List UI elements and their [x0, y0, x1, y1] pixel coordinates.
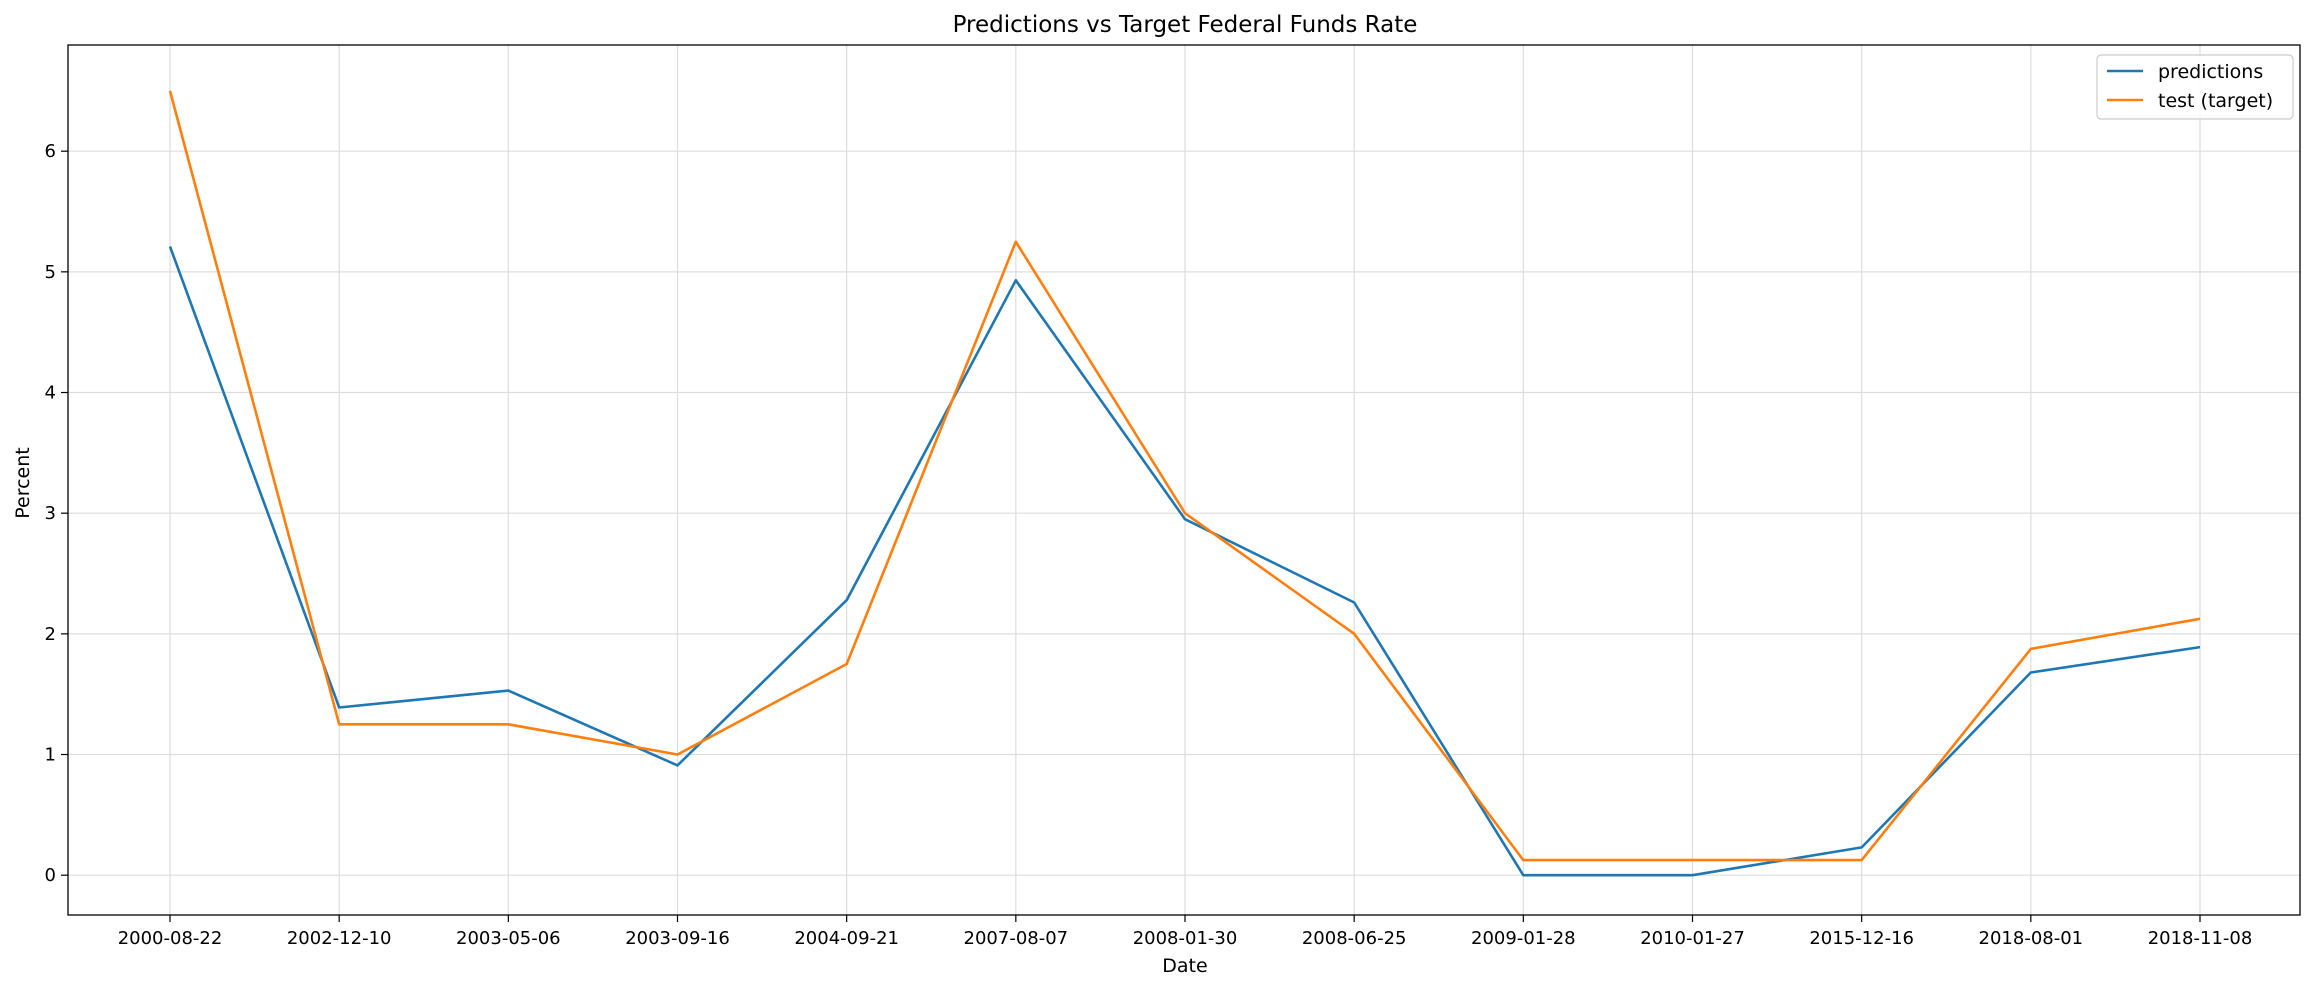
x-tick-label: 2008-01-30 [1133, 928, 1238, 949]
grid-layer [68, 45, 2300, 915]
x-tick-label: 2018-11-08 [2148, 928, 2253, 949]
target-line [168, 90, 2201, 862]
predictions-line [168, 246, 2201, 877]
y-tick-label: 0 [45, 865, 56, 886]
x-tick-label: 2003-05-06 [456, 928, 561, 949]
legend-label-target: test (target) [2158, 90, 2273, 112]
chart-title: Predictions vs Target Federal Funds Rate [953, 12, 1418, 38]
legend-box [2096, 54, 2294, 120]
x-tick-label: 2002-12-10 [287, 928, 392, 949]
x-tick-label: 2004-09-21 [794, 928, 899, 949]
x-tick-label: 2010-01-27 [1640, 928, 1745, 949]
x-tick-label: 2009-01-28 [1471, 928, 1576, 949]
x-tick-label: 2000-08-22 [118, 928, 223, 949]
y-tick-label: 1 [45, 745, 56, 766]
y-axis-label: Percent [12, 447, 34, 519]
axis-layer: 0 1 2 3 4 5 6 2000-08-22 2002-12-10 2003-05-06 200… [45, 141, 2253, 949]
y-tick-label: 2 [45, 624, 56, 645]
legend: predictions test (target) [2096, 54, 2294, 120]
x-tick-label: 2018-08-01 [1979, 928, 2084, 949]
x-tick-label: 2008-06-25 [1302, 928, 1407, 949]
y-tick-label: 4 [45, 383, 56, 404]
x-tick-label: 2007-08-07 [964, 928, 1069, 949]
x-tick-label: 2015-12-16 [1809, 928, 1914, 949]
x-axis-label: Date [1162, 955, 1207, 977]
series-layer [168, 90, 2201, 877]
y-tick-label: 6 [45, 141, 56, 162]
y-tick-label: 5 [45, 262, 56, 283]
legend-label-predictions: predictions [2158, 61, 2263, 83]
plot-frame [67, 44, 2301, 916]
x-tick-label: 2003-09-16 [625, 928, 730, 949]
y-tick-label: 3 [45, 503, 56, 524]
